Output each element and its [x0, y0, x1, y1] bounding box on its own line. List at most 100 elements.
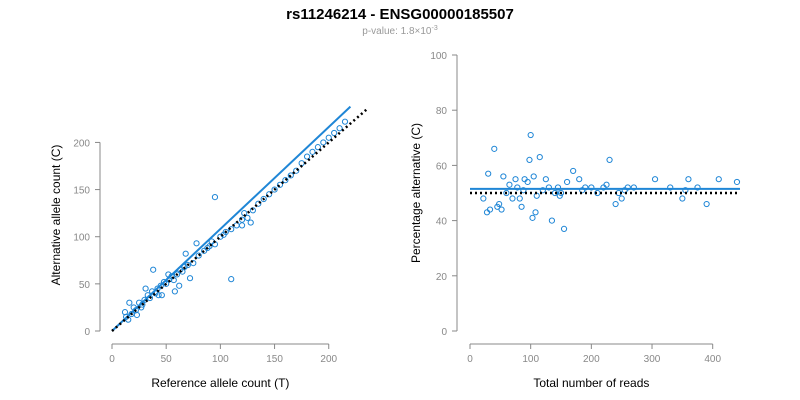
x-tick-label: 100 — [212, 354, 229, 365]
data-point — [530, 173, 537, 180]
x-tick-label: 200 — [583, 354, 600, 365]
data-point — [331, 129, 338, 137]
x-tick-label: 50 — [161, 354, 173, 365]
data-point — [244, 214, 251, 221]
data-point — [186, 275, 194, 282]
data-point — [576, 176, 583, 183]
scatter-panel-left: 0 50 100 150 200 0 50 100 150 200 Reference allele… — [49, 105, 368, 390]
data-point — [520, 187, 527, 194]
data-point — [150, 266, 157, 273]
data-point — [320, 139, 327, 146]
data-point — [498, 206, 505, 213]
fit-line — [111, 105, 352, 332]
data-point — [524, 178, 531, 186]
x-axis-label: Reference allele count (T) — [151, 376, 289, 390]
y-tick-label: 0 — [84, 327, 90, 338]
y-tick-label: 50 — [79, 280, 91, 291]
data-point — [173, 271, 181, 278]
data-point — [548, 217, 556, 224]
data-point — [228, 276, 235, 283]
y-tick-label: 200 — [73, 138, 90, 149]
data-point — [336, 125, 343, 132]
data-point — [298, 160, 305, 167]
data-point — [171, 288, 178, 295]
data-point — [588, 184, 595, 191]
data-point — [181, 263, 188, 270]
data-point — [512, 176, 519, 183]
data-point — [554, 184, 562, 191]
data-point — [314, 144, 322, 151]
data-point — [539, 187, 546, 194]
data-point — [685, 176, 692, 183]
data-point — [529, 214, 536, 221]
x-tick-label: 200 — [320, 354, 337, 365]
y-tick-label: 150 — [73, 186, 90, 197]
data-point — [276, 181, 284, 188]
data-point — [612, 200, 619, 208]
data-point — [293, 167, 300, 174]
data-point — [518, 203, 525, 210]
data-point — [603, 181, 610, 188]
data-point — [238, 222, 246, 229]
data-point — [247, 219, 254, 226]
expected-line — [111, 108, 368, 332]
data-point — [606, 156, 613, 163]
y-tick-label: 100 — [73, 233, 90, 244]
data-point — [142, 285, 149, 292]
pvalue-exponent: -3 — [431, 25, 437, 32]
data-point — [266, 191, 273, 198]
data-point — [485, 170, 492, 177]
data-point — [211, 194, 219, 201]
pvalue-prefix: p-value: 1.8×10 — [362, 26, 432, 37]
data-point — [303, 153, 311, 160]
y-tick-label: 40 — [436, 217, 448, 228]
data-point — [282, 177, 289, 184]
x-tick-label: 400 — [704, 354, 721, 365]
data-point — [563, 178, 571, 186]
data-point — [287, 172, 294, 179]
data-point — [679, 195, 686, 202]
data-point — [618, 195, 625, 202]
data-point — [249, 207, 256, 214]
data-point — [703, 200, 710, 208]
data-point — [624, 184, 631, 191]
data-point — [733, 178, 741, 186]
data-point — [506, 181, 513, 188]
data-point — [155, 292, 162, 299]
data-point — [514, 184, 521, 191]
data-point — [158, 292, 165, 299]
data-point — [651, 176, 659, 183]
data-point — [222, 228, 229, 236]
data-point — [667, 184, 674, 191]
y-tick-label: 0 — [441, 327, 447, 338]
y-tick-label: 80 — [436, 106, 448, 117]
data-point — [526, 156, 533, 163]
x-tick-label: 300 — [644, 354, 661, 365]
data-point — [532, 209, 539, 216]
data-point — [527, 131, 534, 139]
x-tick-label: 0 — [109, 354, 115, 365]
data-point — [157, 282, 164, 289]
data-point — [126, 299, 133, 306]
pvalue-subtitle: p-value: 1.8×10-3 — [362, 25, 438, 37]
data-point — [570, 167, 577, 175]
data-point — [715, 176, 722, 183]
data-point — [271, 186, 278, 193]
data-point — [694, 184, 701, 191]
y-tick-label: 100 — [430, 51, 447, 62]
data-point — [551, 189, 559, 197]
data-point — [509, 195, 516, 202]
data-point — [193, 240, 200, 247]
data-point — [325, 134, 332, 141]
data-point — [190, 260, 197, 267]
x-tick-label: 0 — [467, 354, 473, 365]
data-point — [480, 195, 487, 202]
figure-title: rs11246214 - ENSG00000185507 — [286, 6, 514, 23]
data-point — [503, 189, 510, 197]
data-point — [255, 200, 262, 207]
data-point — [545, 184, 552, 191]
y-axis-label: Percentage alternative (C) — [409, 123, 423, 263]
data-point — [309, 148, 316, 155]
data-point — [228, 226, 235, 233]
